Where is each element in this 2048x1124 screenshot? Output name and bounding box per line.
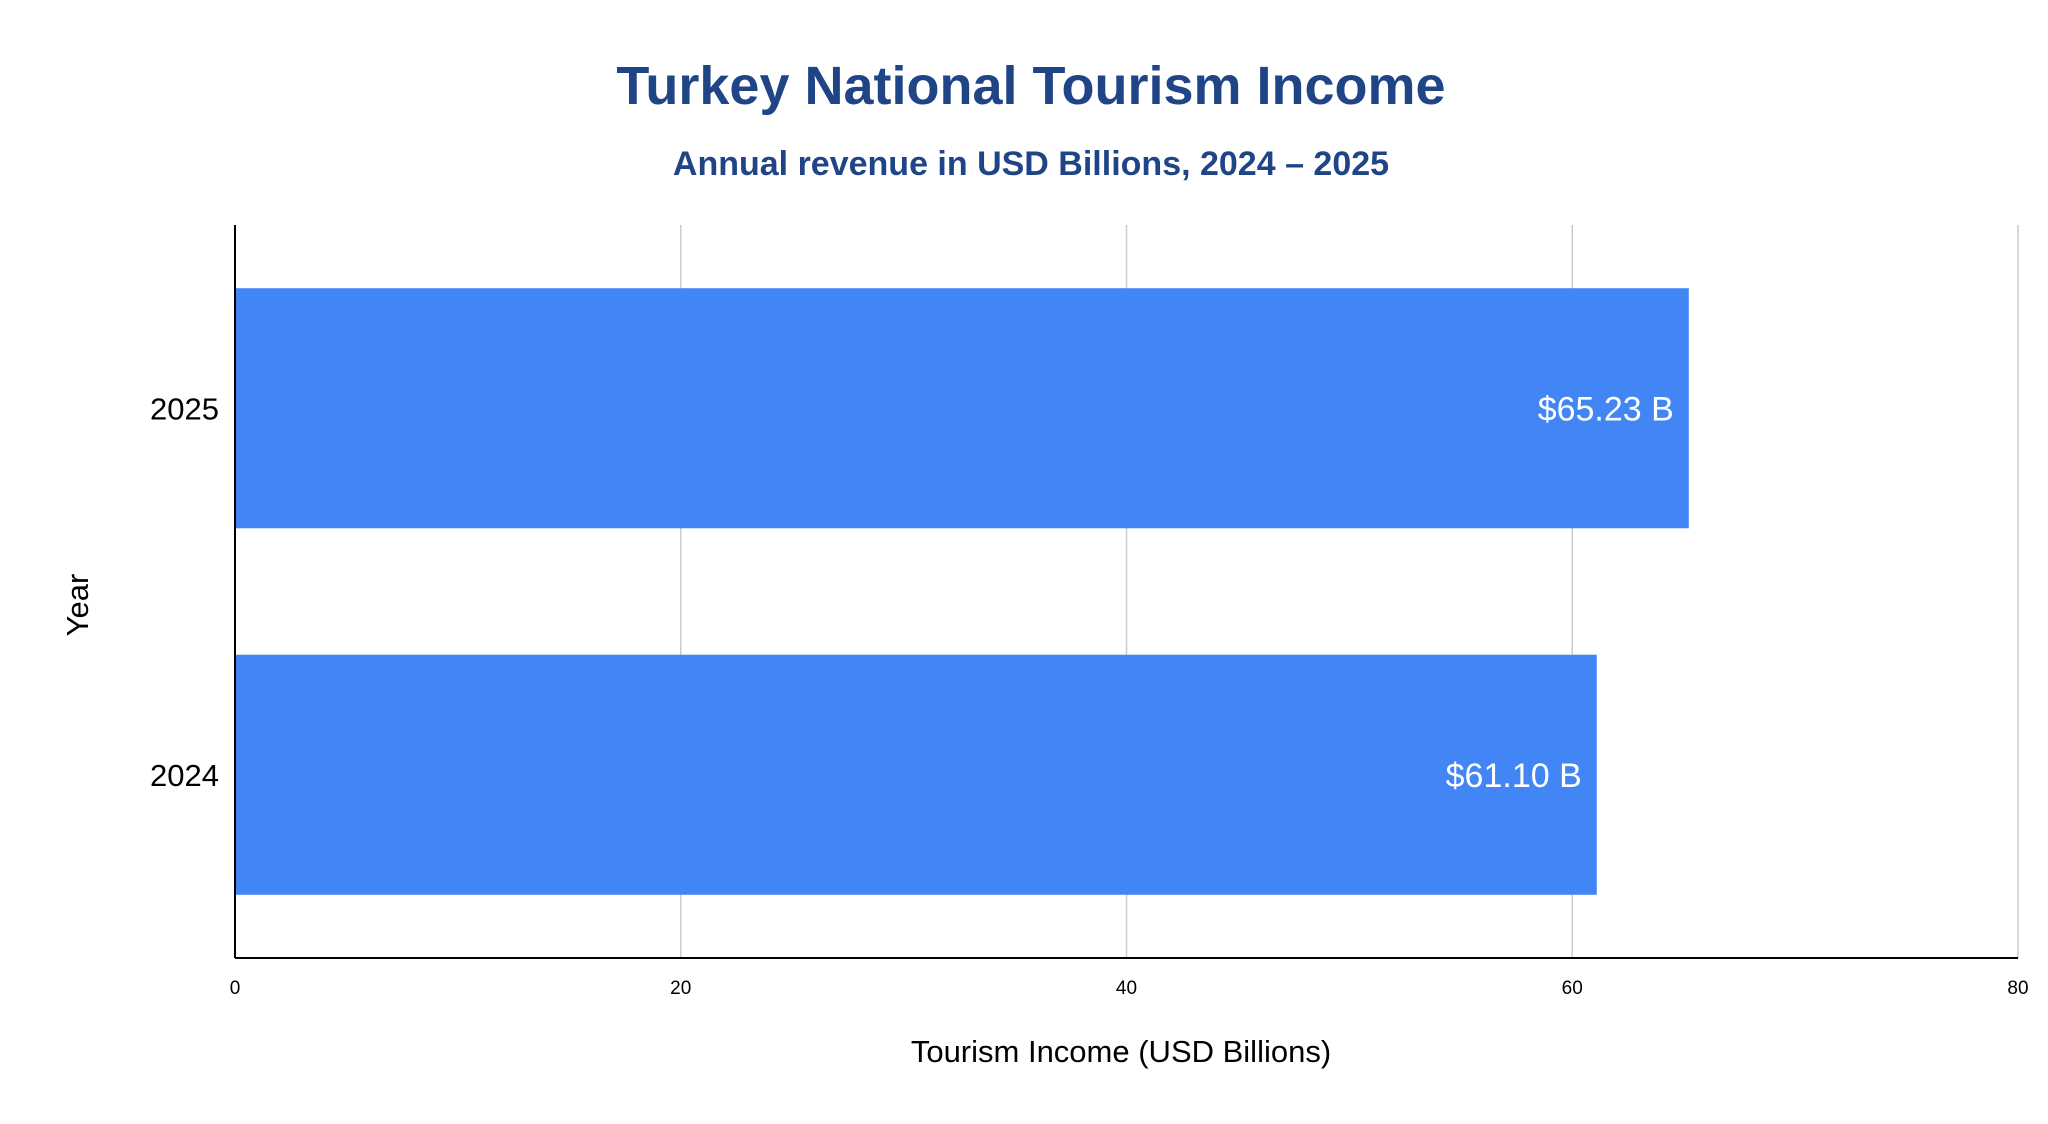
- x-tick-label: 80: [2007, 978, 2028, 999]
- chart-title: Turkey National Tourism Income: [616, 56, 1445, 116]
- axes: [234, 225, 2018, 959]
- x-tick-label: 40: [1116, 978, 1137, 999]
- data-label: $65.23 B: [1538, 390, 1674, 428]
- y-category-label: 2025: [150, 391, 219, 426]
- chart-subtitle: Annual revenue in USD Billions, 2024 – 2…: [673, 145, 1389, 183]
- bar-2024: [235, 654, 1597, 895]
- x-tick-label: 0: [230, 978, 241, 999]
- y-axis-label: Year: [60, 574, 95, 637]
- x-tick-label: 60: [1562, 978, 1583, 999]
- x-tick-labels: 0 20 40 60 80: [230, 978, 2029, 999]
- y-category-label: 2024: [150, 758, 219, 793]
- bar-2025: [235, 288, 1689, 529]
- data-label: $61.10 B: [1446, 757, 1582, 795]
- bars: $65.23 B $61.10 B: [235, 288, 1689, 895]
- x-axis-label: Tourism Income (USD Billions): [911, 1034, 1331, 1069]
- y-category-labels: 2025 2024: [150, 391, 219, 793]
- x-tick-label: 20: [670, 978, 691, 999]
